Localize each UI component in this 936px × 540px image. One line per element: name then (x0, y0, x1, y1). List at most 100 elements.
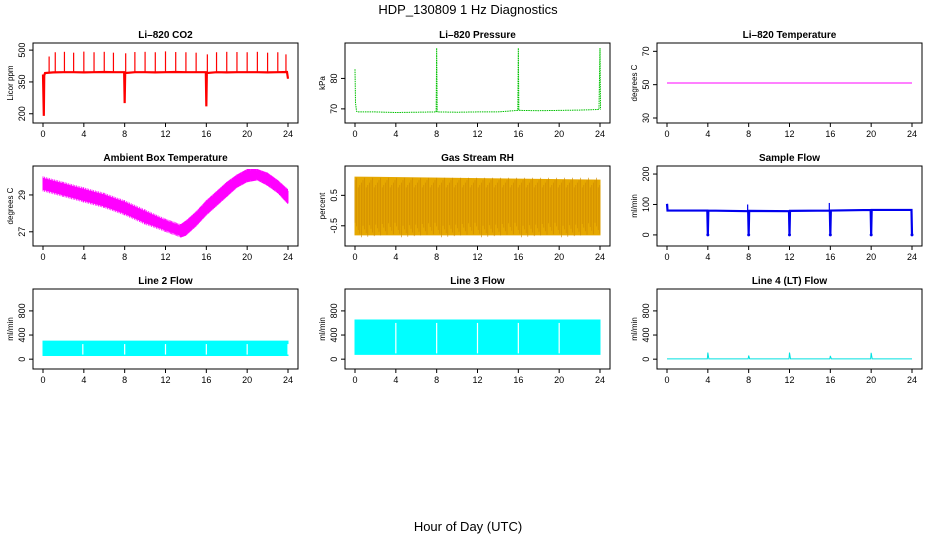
x-tick-label: 4 (705, 252, 710, 262)
x-tick-label: 20 (554, 129, 564, 139)
x-tick-label: 24 (907, 375, 917, 385)
x-tick-label: 12 (160, 252, 170, 262)
y-tick-label: 0 (17, 357, 27, 362)
x-tick-label: 12 (472, 252, 482, 262)
panel-title: Line 2 Flow (138, 276, 193, 287)
y-tick-label: 30 (641, 113, 651, 123)
x-tick-label: 8 (746, 129, 751, 139)
x-tick-label: 0 (352, 252, 357, 262)
x-tick-label: 0 (664, 375, 669, 385)
x-tick-label: 4 (393, 129, 398, 139)
x-tick-label: 4 (81, 129, 86, 139)
plot-frame (344, 42, 611, 124)
x-tick-label: 12 (472, 375, 482, 385)
y-tick-label: 0 (641, 357, 651, 362)
x-tick-label: 16 (825, 252, 835, 262)
panel-title: Sample Flow (759, 153, 820, 164)
data-point (869, 233, 873, 237)
x-tick-label: 20 (866, 375, 876, 385)
y-tick-label: 0 (641, 232, 651, 237)
x-axis-label: Hour of Day (UTC) (413, 519, 523, 534)
figure-title: HDP_130809 1 Hz Diagnostics (378, 2, 558, 17)
x-tick-label: 20 (866, 252, 876, 262)
x-tick-label: 16 (513, 129, 523, 139)
x-tick-label: 16 (513, 252, 523, 262)
panel-6: Sample Flow 0 4 8 12 16 20 24 0 100 200 ml/min (630, 153, 923, 262)
y-tick-label: 200 (17, 106, 27, 121)
x-tick-label: 12 (784, 252, 794, 262)
data-noise (42, 169, 288, 238)
y-tick-label: -0.5 (329, 218, 339, 234)
panel-title: Li–820 CO2 (138, 30, 193, 41)
x-tick-label: 0 (664, 129, 669, 139)
x-tick-label: 20 (242, 129, 252, 139)
data-point (747, 233, 751, 237)
y-tick-label: 400 (17, 328, 27, 343)
data-point (706, 233, 710, 237)
x-tick-label: 4 (705, 375, 710, 385)
x-tick-label: 4 (81, 375, 86, 385)
data-series-line (667, 352, 912, 360)
plot-area (354, 176, 601, 238)
panel-4: Ambient Box Temperature 0 4 8 12 16 20 24 27 29de… (6, 153, 299, 262)
x-tick-label: 24 (595, 129, 605, 139)
x-tick-label: 4 (393, 252, 398, 262)
x-tick-label: 24 (907, 252, 917, 262)
x-tick-label: 0 (40, 375, 45, 385)
x-tick-label: 12 (784, 375, 794, 385)
plot-area (41, 51, 290, 116)
x-tick-label: 20 (554, 375, 564, 385)
plot-area (354, 47, 602, 114)
x-tick-label: 0 (664, 252, 669, 262)
y-axis-label: percent (318, 192, 327, 219)
y-tick-label: 70 (329, 104, 339, 114)
y-tick-label: 350 (17, 74, 27, 89)
y-tick-label: 100 (641, 197, 651, 212)
plot-area (354, 319, 601, 355)
plot-area (42, 340, 289, 357)
y-axis-label: ml/min (318, 317, 327, 341)
x-tick-label: 0 (352, 375, 357, 385)
y-axis-label: ml/min (630, 194, 639, 218)
y-axis-label: ml/min (6, 317, 15, 341)
x-tick-label: 16 (201, 375, 211, 385)
data-point (788, 233, 791, 237)
y-tick-label: 27 (17, 227, 27, 237)
x-tick-label: 8 (122, 252, 127, 262)
x-tick-label: 16 (201, 252, 211, 262)
y-tick-label: 0 (329, 357, 339, 362)
y-tick-label: 200 (641, 167, 651, 182)
x-tick-label: 8 (122, 375, 127, 385)
x-tick-label: 8 (434, 252, 439, 262)
x-tick-label: 16 (825, 375, 835, 385)
panel-3: Li–820 Temperature 0 4 8 12 16 20 24 30 50 70degre… (630, 30, 923, 139)
y-axis-label: degrees C (630, 64, 639, 101)
y-tick-label: 800 (329, 303, 339, 318)
plot-area (665, 202, 914, 237)
x-tick-label: 12 (160, 375, 170, 385)
y-axis-label: Licor ppm (6, 65, 15, 100)
y-tick-label: 0.5 (329, 189, 339, 202)
data-series-line (41, 70, 290, 116)
y-tick-label: 29 (17, 190, 27, 200)
x-tick-label: 8 (122, 129, 127, 139)
x-tick-label: 12 (784, 129, 794, 139)
panel-title: Li–820 Pressure (439, 30, 516, 41)
y-tick-label: 80 (329, 73, 339, 83)
panel-title: Ambient Box Temperature (103, 153, 228, 164)
x-tick-label: 20 (866, 129, 876, 139)
x-tick-label: 24 (283, 375, 293, 385)
x-tick-label: 8 (746, 252, 751, 262)
x-tick-label: 12 (160, 129, 170, 139)
y-axis-label: kPa (318, 76, 327, 90)
plot-area (42, 169, 289, 238)
y-tick-label: 800 (17, 303, 27, 318)
panel-title: Line 4 (LT) Flow (752, 276, 828, 287)
plot-frame (32, 288, 299, 370)
x-tick-label: 0 (352, 129, 357, 139)
panel-title: Line 3 Flow (450, 276, 505, 287)
